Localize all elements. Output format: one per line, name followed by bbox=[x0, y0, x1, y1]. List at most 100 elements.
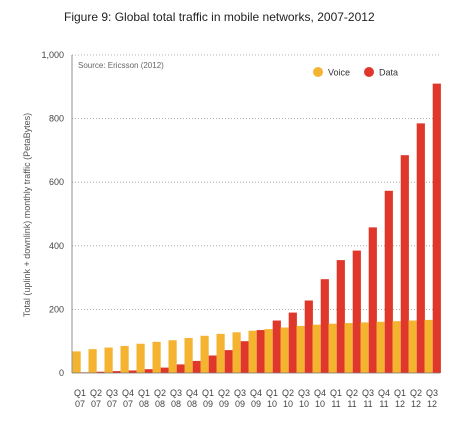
voice-bar bbox=[424, 319, 433, 373]
voice-bar bbox=[168, 340, 177, 373]
voice-bar bbox=[120, 345, 129, 373]
x-tick-label: 08 bbox=[155, 399, 165, 409]
x-tick-label: 07 bbox=[91, 399, 101, 409]
data-bar bbox=[368, 227, 377, 373]
data-bar bbox=[416, 123, 425, 374]
x-tick-label: Q4 bbox=[314, 388, 326, 398]
x-tick-label: Q2 bbox=[410, 388, 422, 398]
x-tick-label: 12 bbox=[427, 399, 437, 409]
data-bar bbox=[208, 355, 217, 373]
voice-bar bbox=[328, 323, 337, 373]
x-tick-label: 12 bbox=[395, 399, 405, 409]
voice-bar bbox=[72, 351, 81, 373]
x-tick-label: Q1 bbox=[266, 388, 278, 398]
legend-label: Voice bbox=[328, 68, 350, 78]
x-tick-label: Q2 bbox=[282, 388, 294, 398]
x-tick-label: 10 bbox=[283, 399, 293, 409]
y-tick-label: 600 bbox=[49, 177, 64, 187]
voice-bar bbox=[280, 327, 289, 373]
data-bar bbox=[256, 330, 265, 373]
data-bar bbox=[384, 190, 393, 373]
x-tick-label: Q3 bbox=[298, 388, 310, 398]
x-tick-label: 10 bbox=[267, 399, 277, 409]
y-axis-label: Total (uplink + downlink) monthly traffi… bbox=[22, 113, 32, 317]
x-tick-label: Q3 bbox=[426, 388, 438, 398]
x-tick-label: Q2 bbox=[346, 388, 358, 398]
voice-bar bbox=[232, 332, 241, 373]
data-bar bbox=[128, 370, 137, 373]
x-tick-label: 09 bbox=[219, 399, 229, 409]
x-tick-label: 12 bbox=[411, 399, 421, 409]
x-tick-label: 08 bbox=[187, 399, 197, 409]
legend-label: Data bbox=[379, 68, 398, 78]
legend-marker bbox=[313, 67, 323, 77]
data-bar bbox=[144, 369, 153, 373]
voice-bar bbox=[184, 338, 193, 373]
data-bar bbox=[320, 279, 329, 373]
data-bar bbox=[432, 83, 441, 374]
x-tick-label: 11 bbox=[363, 399, 372, 409]
x-tick-label: 09 bbox=[203, 399, 213, 409]
x-tick-label: Q4 bbox=[122, 388, 134, 398]
x-tick-label: 10 bbox=[315, 399, 325, 409]
voice-bar bbox=[104, 347, 113, 373]
y-tick-label: 800 bbox=[49, 114, 64, 124]
voice-bar bbox=[344, 323, 353, 373]
x-tick-label: 11 bbox=[331, 399, 340, 409]
bars bbox=[72, 83, 441, 374]
voice-bar bbox=[264, 329, 273, 373]
voice-bar bbox=[376, 321, 385, 373]
x-tick-label: 07 bbox=[107, 399, 117, 409]
x-tick-label: 10 bbox=[299, 399, 309, 409]
data-bar bbox=[224, 350, 233, 373]
x-tick-label: 08 bbox=[139, 399, 149, 409]
x-tick-label: Q1 bbox=[138, 388, 150, 398]
x-tick-label: 08 bbox=[171, 399, 181, 409]
data-bar bbox=[96, 371, 105, 373]
y-axis: 0 200 400 600 800 1,000 bbox=[41, 50, 73, 378]
chart-title: Figure 9: Global total traffic in mobile… bbox=[64, 10, 375, 24]
y-tick-label: 400 bbox=[49, 241, 64, 251]
x-tick-label: Q4 bbox=[378, 388, 390, 398]
data-bar bbox=[272, 320, 281, 373]
x-tick-label: Q3 bbox=[362, 388, 374, 398]
gridlines bbox=[72, 54, 440, 310]
legend: Voice Data bbox=[313, 67, 398, 78]
voice-bar bbox=[216, 333, 225, 373]
x-tick-label: 11 bbox=[379, 399, 388, 409]
voice-bar bbox=[88, 349, 97, 373]
y-tick-label: 200 bbox=[49, 304, 64, 314]
voice-bar bbox=[136, 343, 145, 373]
x-tick-label: Q4 bbox=[250, 388, 262, 398]
data-bar bbox=[400, 155, 409, 373]
x-tick-label: Q2 bbox=[218, 388, 230, 398]
voice-bar bbox=[248, 330, 257, 373]
voice-bar bbox=[152, 341, 161, 373]
data-bar bbox=[352, 250, 361, 373]
legend-marker bbox=[364, 67, 374, 77]
x-tick-label: 09 bbox=[235, 399, 245, 409]
x-tick-label: 07 bbox=[75, 399, 85, 409]
x-tick-label: Q1 bbox=[74, 388, 86, 398]
data-bar bbox=[336, 260, 345, 373]
x-tick-label: Q1 bbox=[330, 388, 342, 398]
x-tick-label: 07 bbox=[123, 399, 133, 409]
voice-bar bbox=[296, 325, 305, 373]
voice-bar bbox=[312, 324, 321, 373]
x-tick-label: Q1 bbox=[394, 388, 406, 398]
voice-bar bbox=[200, 335, 209, 373]
x-tick-label: 09 bbox=[251, 399, 261, 409]
data-bar bbox=[112, 371, 121, 373]
data-bar bbox=[304, 300, 313, 373]
voice-bar bbox=[392, 321, 401, 373]
voice-bar bbox=[408, 320, 417, 373]
x-axis: Q107Q207Q307Q407Q108Q208Q308Q408Q109Q209… bbox=[72, 372, 440, 409]
x-tick-label: Q2 bbox=[90, 388, 102, 398]
data-bar bbox=[240, 341, 249, 373]
y-tick-label: 0 bbox=[59, 368, 64, 378]
x-tick-label: Q4 bbox=[186, 388, 198, 398]
data-bar bbox=[160, 367, 169, 373]
x-tick-label: 11 bbox=[347, 399, 356, 409]
voice-bar bbox=[360, 322, 369, 373]
